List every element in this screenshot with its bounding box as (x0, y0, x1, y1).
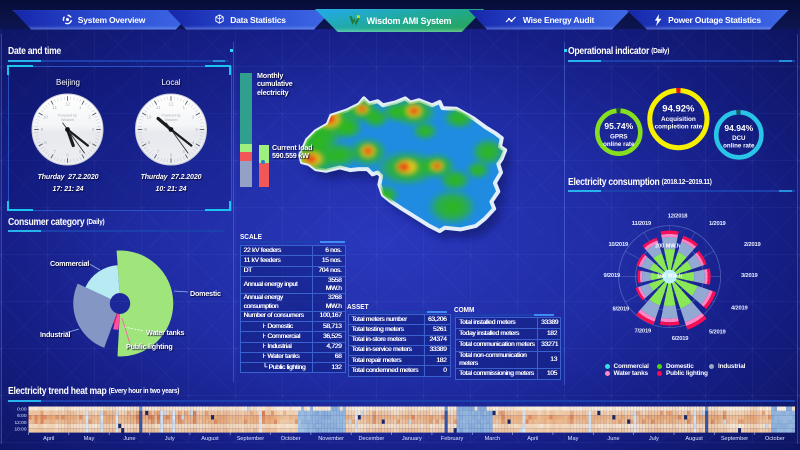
svg-text:5: 5 (183, 149, 186, 154)
svg-text:October: October (765, 436, 785, 442)
svg-text:3: 3 (92, 127, 95, 132)
svg-text:0:00: 0:00 (17, 407, 27, 413)
svg-text:1: 1 (183, 105, 186, 110)
svg-text:11: 11 (156, 105, 161, 110)
svg-text:7: 7 (54, 149, 57, 154)
svg-text:DCU: DCU (732, 135, 746, 142)
svg-text:July: July (165, 436, 175, 442)
svg-text:5: 5 (79, 149, 82, 154)
svg-text:12: 12 (65, 102, 71, 107)
svg-text:2: 2 (192, 114, 195, 119)
svg-text:4/2019: 4/2019 (731, 306, 749, 312)
svg-text:Wisdom: Wisdom (61, 118, 74, 122)
svg-text:3: 3 (195, 127, 198, 132)
svg-text:November: November (318, 436, 344, 442)
svg-text:11: 11 (52, 105, 57, 110)
svg-text:2/2019: 2/2019 (744, 242, 762, 248)
svg-text:July: July (649, 436, 659, 442)
svg-text:8: 8 (44, 140, 47, 145)
svg-text:1/2019: 1/2019 (709, 221, 727, 227)
svg-text:December: December (358, 436, 384, 442)
svg-text:94.92%: 94.92% (662, 104, 695, 115)
svg-text:10: 10 (43, 114, 49, 119)
svg-text:200 MW.h: 200 MW.h (655, 244, 681, 250)
svg-text:12/2018: 12/2018 (668, 214, 689, 220)
svg-text:Powered by: Powered by (58, 114, 77, 118)
svg-text:April: April (527, 436, 538, 442)
svg-text:10: 10 (146, 114, 152, 119)
svg-text:4: 4 (88, 140, 91, 145)
svg-text:May: May (84, 436, 95, 442)
svg-text:8/2019: 8/2019 (612, 307, 630, 313)
svg-text:April: April (43, 436, 54, 442)
svg-text:7/2019: 7/2019 (634, 329, 652, 335)
svg-text:3/2019: 3/2019 (741, 273, 759, 279)
svg-text:6: 6 (170, 153, 173, 158)
svg-text:June: June (607, 436, 619, 442)
svg-text:10/2019: 10/2019 (608, 242, 629, 248)
svg-text:11/2019: 11/2019 (632, 221, 652, 227)
svg-text:94.94%: 94.94% (724, 123, 753, 133)
svg-text:8: 8 (148, 140, 151, 145)
svg-text:2: 2 (88, 114, 91, 119)
svg-text:August: August (201, 436, 219, 442)
svg-text:100 MW.h: 100 MW.h (657, 274, 683, 280)
svg-text:12:00: 12:00 (14, 420, 26, 426)
svg-text:online rate: online rate (603, 141, 635, 148)
svg-text:9: 9 (41, 127, 44, 132)
svg-text:7: 7 (157, 149, 160, 154)
svg-text:Wisdom: Wisdom (165, 118, 178, 122)
svg-text:95.74%: 95.74% (604, 121, 633, 131)
svg-text:GPRS: GPRS (610, 134, 628, 141)
svg-text:completion rate: completion rate (655, 124, 703, 131)
svg-text:May: May (568, 436, 579, 442)
svg-text:4: 4 (192, 140, 195, 145)
svg-text:February: February (441, 436, 464, 442)
svg-text:Powered by: Powered by (162, 114, 181, 118)
svg-text:6/2019: 6/2019 (672, 336, 690, 342)
svg-text:9: 9 (144, 127, 147, 132)
svg-text:online rate: online rate (723, 143, 755, 150)
svg-text:October: October (281, 436, 301, 442)
svg-text:9/2019: 9/2019 (603, 273, 621, 279)
svg-text:1: 1 (79, 105, 82, 110)
svg-text:18:00: 18:00 (14, 427, 26, 433)
svg-text:6: 6 (66, 153, 69, 158)
svg-text:August: August (685, 436, 703, 442)
svg-text:September: September (237, 436, 264, 442)
svg-text:September: September (721, 436, 748, 442)
svg-text:March: March (485, 436, 501, 442)
svg-text:June: June (123, 436, 135, 442)
svg-text:12: 12 (168, 102, 174, 107)
svg-text:Acquisition: Acquisition (661, 116, 696, 123)
svg-text:January: January (402, 436, 422, 442)
svg-text:5/2019: 5/2019 (709, 330, 727, 336)
svg-text:6:00: 6:00 (17, 413, 27, 419)
